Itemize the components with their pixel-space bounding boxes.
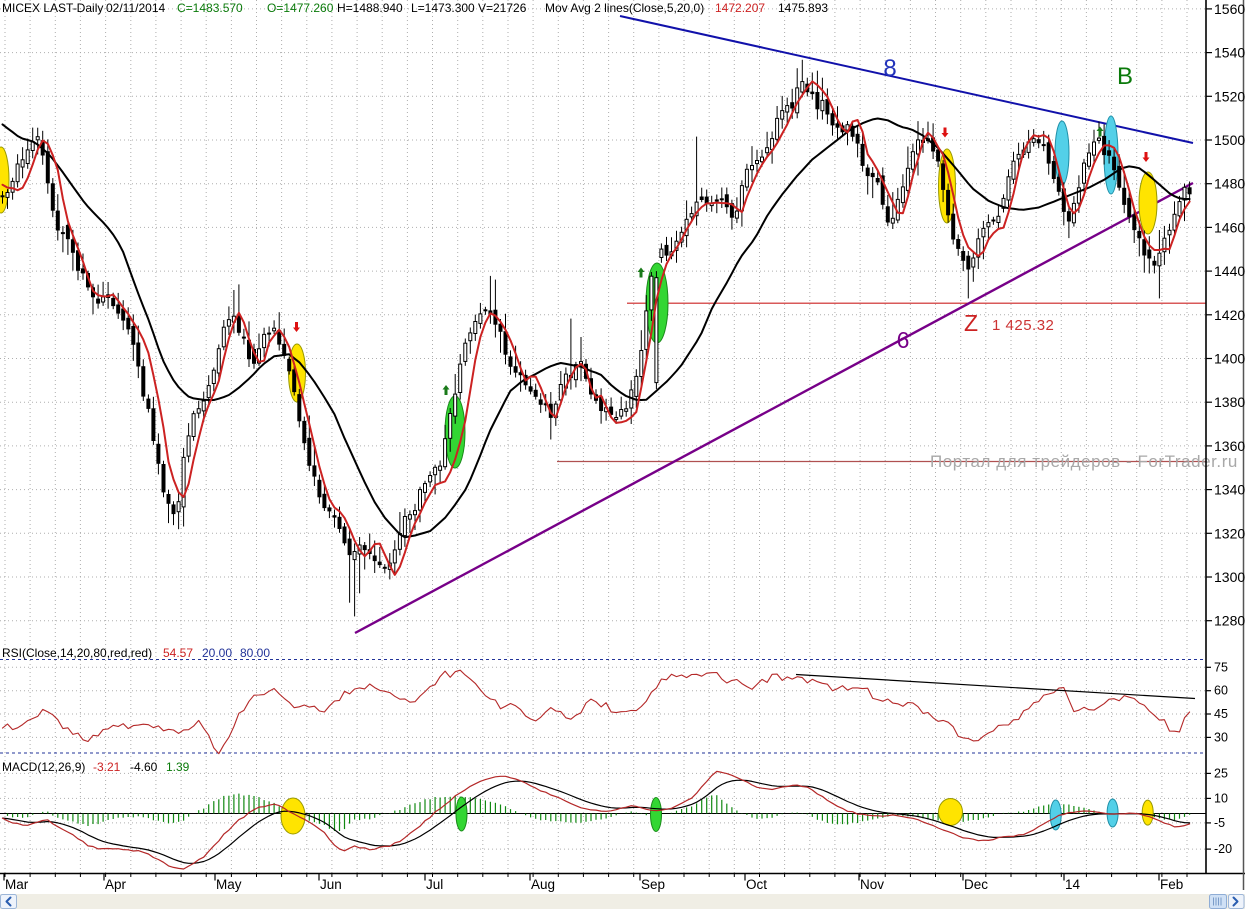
svg-text:30: 30 (1214, 730, 1228, 744)
svg-text:20.00: 20.00 (202, 646, 232, 660)
svg-text:1300: 1300 (1214, 569, 1245, 585)
svg-text:-5: -5 (1214, 816, 1225, 830)
svg-text:1475.893: 1475.893 (778, 1, 828, 15)
svg-text:Nov: Nov (860, 877, 884, 892)
svg-text:1460: 1460 (1214, 219, 1245, 235)
svg-text:75: 75 (1214, 660, 1228, 674)
svg-text:Dec: Dec (964, 877, 988, 892)
svg-text:1280: 1280 (1214, 613, 1245, 629)
svg-text:Mar: Mar (5, 877, 29, 892)
svg-text:1360: 1360 (1214, 438, 1245, 454)
svg-text:54.57: 54.57 (163, 646, 193, 660)
svg-text:May: May (216, 877, 242, 892)
svg-text:Apr: Apr (105, 877, 127, 892)
svg-text:Z: Z (964, 310, 978, 336)
svg-text:RSI(Close,14,20,80,red,red): RSI(Close,14,20,80,red,red) (2, 646, 152, 660)
svg-text:-3.21: -3.21 (93, 760, 121, 774)
svg-text:1480: 1480 (1214, 176, 1245, 192)
svg-text:1500: 1500 (1214, 132, 1245, 148)
svg-text:1.39: 1.39 (166, 760, 190, 774)
svg-text:Aug: Aug (531, 877, 555, 892)
svg-text:-4.60: -4.60 (130, 760, 158, 774)
svg-text:02/11/2014: 02/11/2014 (106, 1, 165, 15)
svg-text:Jun: Jun (320, 877, 342, 892)
svg-text:60: 60 (1214, 684, 1228, 698)
svg-text:Портал для трейдеров - ForTrad: Портал для трейдеров - ForTrader.ru (930, 452, 1238, 471)
svg-text:C=1483.570: C=1483.570 (177, 1, 243, 15)
svg-text:Feb: Feb (1160, 877, 1183, 892)
svg-text:Oct: Oct (746, 877, 767, 892)
svg-text:1380: 1380 (1214, 394, 1245, 410)
svg-text:1440: 1440 (1214, 263, 1245, 279)
svg-text:B: B (1117, 63, 1133, 90)
svg-text:1420: 1420 (1214, 307, 1245, 323)
svg-text:1520: 1520 (1214, 88, 1245, 104)
svg-text:1400: 1400 (1214, 351, 1245, 367)
svg-text:25: 25 (1214, 766, 1228, 780)
svg-text:1340: 1340 (1214, 482, 1245, 498)
svg-text:1320: 1320 (1214, 525, 1245, 541)
svg-text:O=1477.260: O=1477.260 (267, 1, 334, 15)
svg-text:1472.207: 1472.207 (715, 1, 765, 15)
svg-text:L=1473.300: L=1473.300 (411, 1, 475, 15)
svg-text:45: 45 (1214, 707, 1228, 721)
svg-text:-20: -20 (1214, 842, 1232, 856)
svg-text:14: 14 (1065, 877, 1081, 892)
svg-text:10: 10 (1214, 791, 1228, 805)
svg-text:MICEX LAST-Daily: MICEX LAST-Daily (2, 1, 103, 15)
svg-text:V=21726: V=21726 (478, 1, 527, 15)
svg-text:8: 8 (883, 55, 896, 82)
svg-text:MACD(12,26,9): MACD(12,26,9) (2, 760, 85, 774)
svg-text:6: 6 (897, 327, 910, 353)
svg-text:1 425.32: 1 425.32 (992, 317, 1054, 334)
svg-text:H=1488.940: H=1488.940 (337, 1, 403, 15)
svg-text:80.00: 80.00 (240, 646, 270, 660)
svg-text:Jul: Jul (426, 877, 443, 892)
svg-text:1560: 1560 (1214, 1, 1245, 17)
svg-text:Mov Avg 2 lines(Close,5,20,0): Mov Avg 2 lines(Close,5,20,0) (545, 1, 704, 15)
svg-text:1540: 1540 (1214, 45, 1245, 61)
svg-text:Sep: Sep (641, 877, 665, 892)
